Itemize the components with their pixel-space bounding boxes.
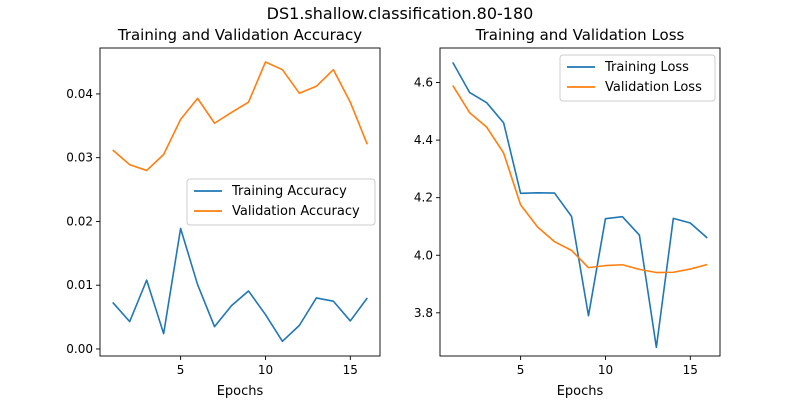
loss-series-line-0 [452, 61, 708, 349]
accuracy-x-tick-label-1: 10 [258, 363, 273, 377]
loss-x-tick-label-1: 10 [598, 363, 613, 377]
loss-legend-box [559, 54, 716, 102]
accuracy-axes-frame [99, 47, 381, 357]
loss-x-tick-label-2: 15 [683, 363, 698, 377]
figure-suptitle: DS1.shallow.classification.80-180 [266, 4, 534, 23]
loss-legend-label-0: Training Loss [604, 60, 689, 75]
loss-axes-frame [439, 47, 721, 357]
loss-y-tick-label-1: 4.0 [414, 248, 433, 262]
accuracy-legend-label-0: Training Accuracy [231, 184, 347, 199]
accuracy-chart-title: Training and Validation Accuracy [117, 26, 362, 44]
accuracy-series-line-1 [112, 61, 369, 172]
loss-y-tick-label-2: 4.2 [414, 191, 433, 205]
accuracy-x-tick-label-2: 15 [343, 363, 358, 377]
accuracy-series-line-0 [112, 227, 368, 343]
loss-legend: Training Loss Validation Loss [559, 54, 716, 102]
loss-y-tick-label-0: 3.8 [414, 306, 433, 320]
accuracy-y-tick-label-0: 0.00 [66, 342, 93, 356]
loss-series-line-1 [452, 84, 708, 274]
loss-x-tick-label-0: 5 [517, 363, 525, 377]
loss-x-axis-label: Epochs [557, 384, 604, 399]
accuracy-legend-label-1: Validation Accuracy [232, 204, 360, 219]
accuracy-legend: Training Accuracy Validation Accuracy [186, 178, 376, 226]
accuracy-legend-box [186, 178, 376, 226]
accuracy-x-tick-label-0: 5 [177, 363, 185, 377]
accuracy-y-tick-label-2: 0.02 [66, 214, 93, 228]
accuracy-x-axis-label: Epochs [217, 384, 264, 399]
loss-chart-title: Training and Validation Loss [475, 26, 685, 44]
accuracy-y-tick-label-1: 0.01 [66, 278, 93, 292]
accuracy-y-tick-label-4: 0.04 [66, 87, 93, 101]
accuracy-y-tick-label-3: 0.03 [66, 151, 93, 165]
loss-y-tick-label-4: 4.6 [414, 76, 433, 90]
loss-legend-label-1: Validation Loss [605, 80, 702, 95]
loss-y-tick-label-3: 4.4 [414, 133, 433, 147]
